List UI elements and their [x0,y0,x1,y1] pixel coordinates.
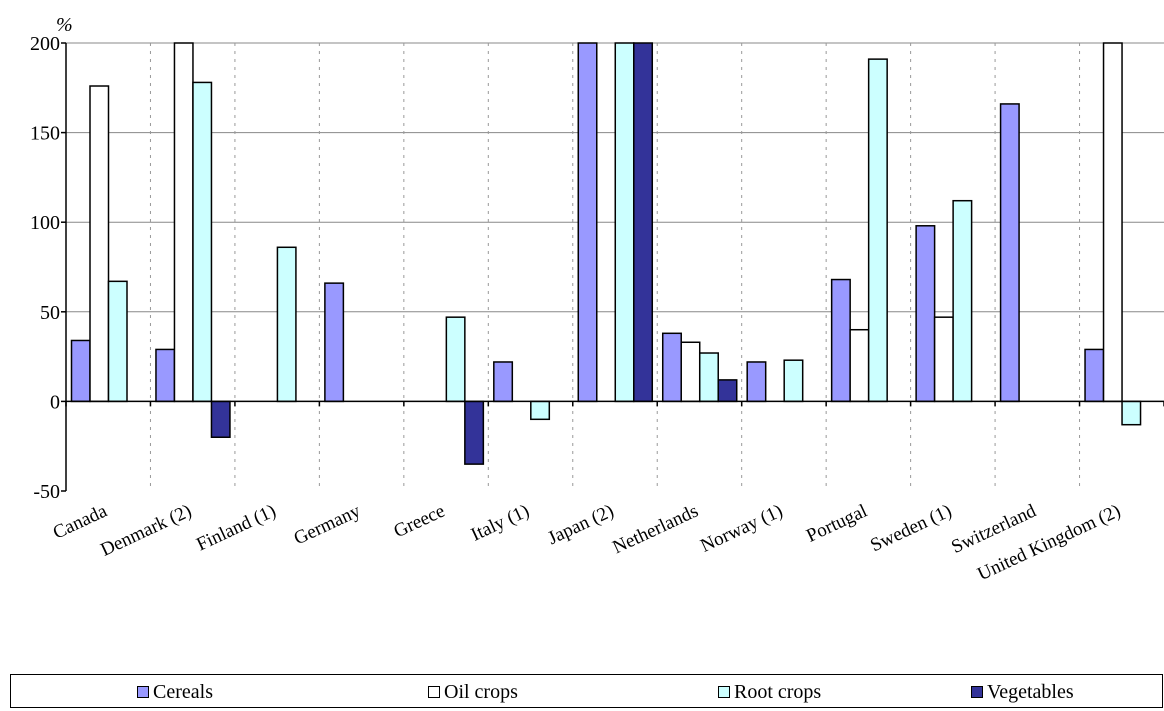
axes [61,42,1164,492]
bar-cereals [324,282,345,403]
bar-vegetables [717,379,738,403]
legend-item-oil-crops: Oil crops [428,681,518,703]
bar-vegetables [633,42,654,403]
bar-cereals [155,348,176,403]
bar-cereals [999,103,1020,403]
category-label: Sweden (1) [867,500,955,556]
category-label: Finland (1) [193,500,279,555]
category-label: Netherlands [609,500,701,558]
bar-cereals [830,278,851,403]
bar-root-crops [952,199,973,403]
y-tick-label: 150 [30,123,60,145]
legend-label-cereals: Cereals [153,681,213,703]
bar-root-crops [445,316,466,403]
y-tick-label: 200 [30,33,60,55]
category-label: Portugal [803,500,870,546]
category-label: Denmark (2) [97,500,194,560]
legend-label-oil-crops: Oil crops [444,681,518,703]
category-label: Germany [291,500,364,549]
bar-oil-crops [680,341,701,403]
bar-root-crops [614,42,635,403]
bar-cereals [661,332,682,403]
category-label: Canada [50,500,111,543]
bar-cereals [493,361,514,403]
y-tick-label: 0 [50,391,60,413]
bars [70,42,1142,465]
legend-swatch-oil-crops [428,686,440,698]
category-label: United Kingdom (2) [974,500,1123,585]
bar-root-crops [530,400,551,421]
y-tick-label: 100 [30,212,60,234]
bar-root-crops [107,280,128,403]
bar-oil-crops [173,42,194,403]
bar-root-crops [1121,400,1142,426]
legend-label-vegetables: Vegetables [987,681,1074,703]
y-tick-label: 50 [40,302,60,324]
y-tick-label: -50 [33,481,60,503]
bar-oil-crops [89,85,110,403]
legend-item-cereals: Cereals [137,681,213,703]
bar-cereals [1084,348,1105,403]
bar-root-crops [783,359,804,403]
legend-item-vegetables: Vegetables [971,681,1074,703]
legend-swatch-vegetables [971,686,983,698]
y-axis-unit-label: % [56,14,73,36]
legend-swatch-cereals [137,686,149,698]
legend-label-root-crops: Root crops [734,681,822,703]
category-label: Greece [391,500,449,542]
category-label: Japan (2) [545,500,617,549]
bar-oil-crops [1102,42,1123,403]
bar-root-crops [867,58,888,403]
bar-root-crops [276,246,297,403]
legend-item-root-crops: Root crops [718,681,821,703]
bar-vegetables [464,400,485,465]
bar-vegetables [210,400,231,438]
category-label: Norway (1) [697,500,786,556]
bar-root-crops [192,81,213,403]
category-label: Italy (1) [468,500,533,545]
bar-cereals [915,225,936,403]
bar-cereals [746,361,767,403]
bar-oil-crops [849,328,870,403]
legend-swatch-root-crops [718,686,730,698]
bar-oil-crops [933,316,954,403]
bar-cereals [577,42,598,403]
legend: Cereals Oil crops Root crops Vegetables [10,674,1163,708]
bar-cereals [70,339,91,403]
bar-root-crops [698,352,719,403]
